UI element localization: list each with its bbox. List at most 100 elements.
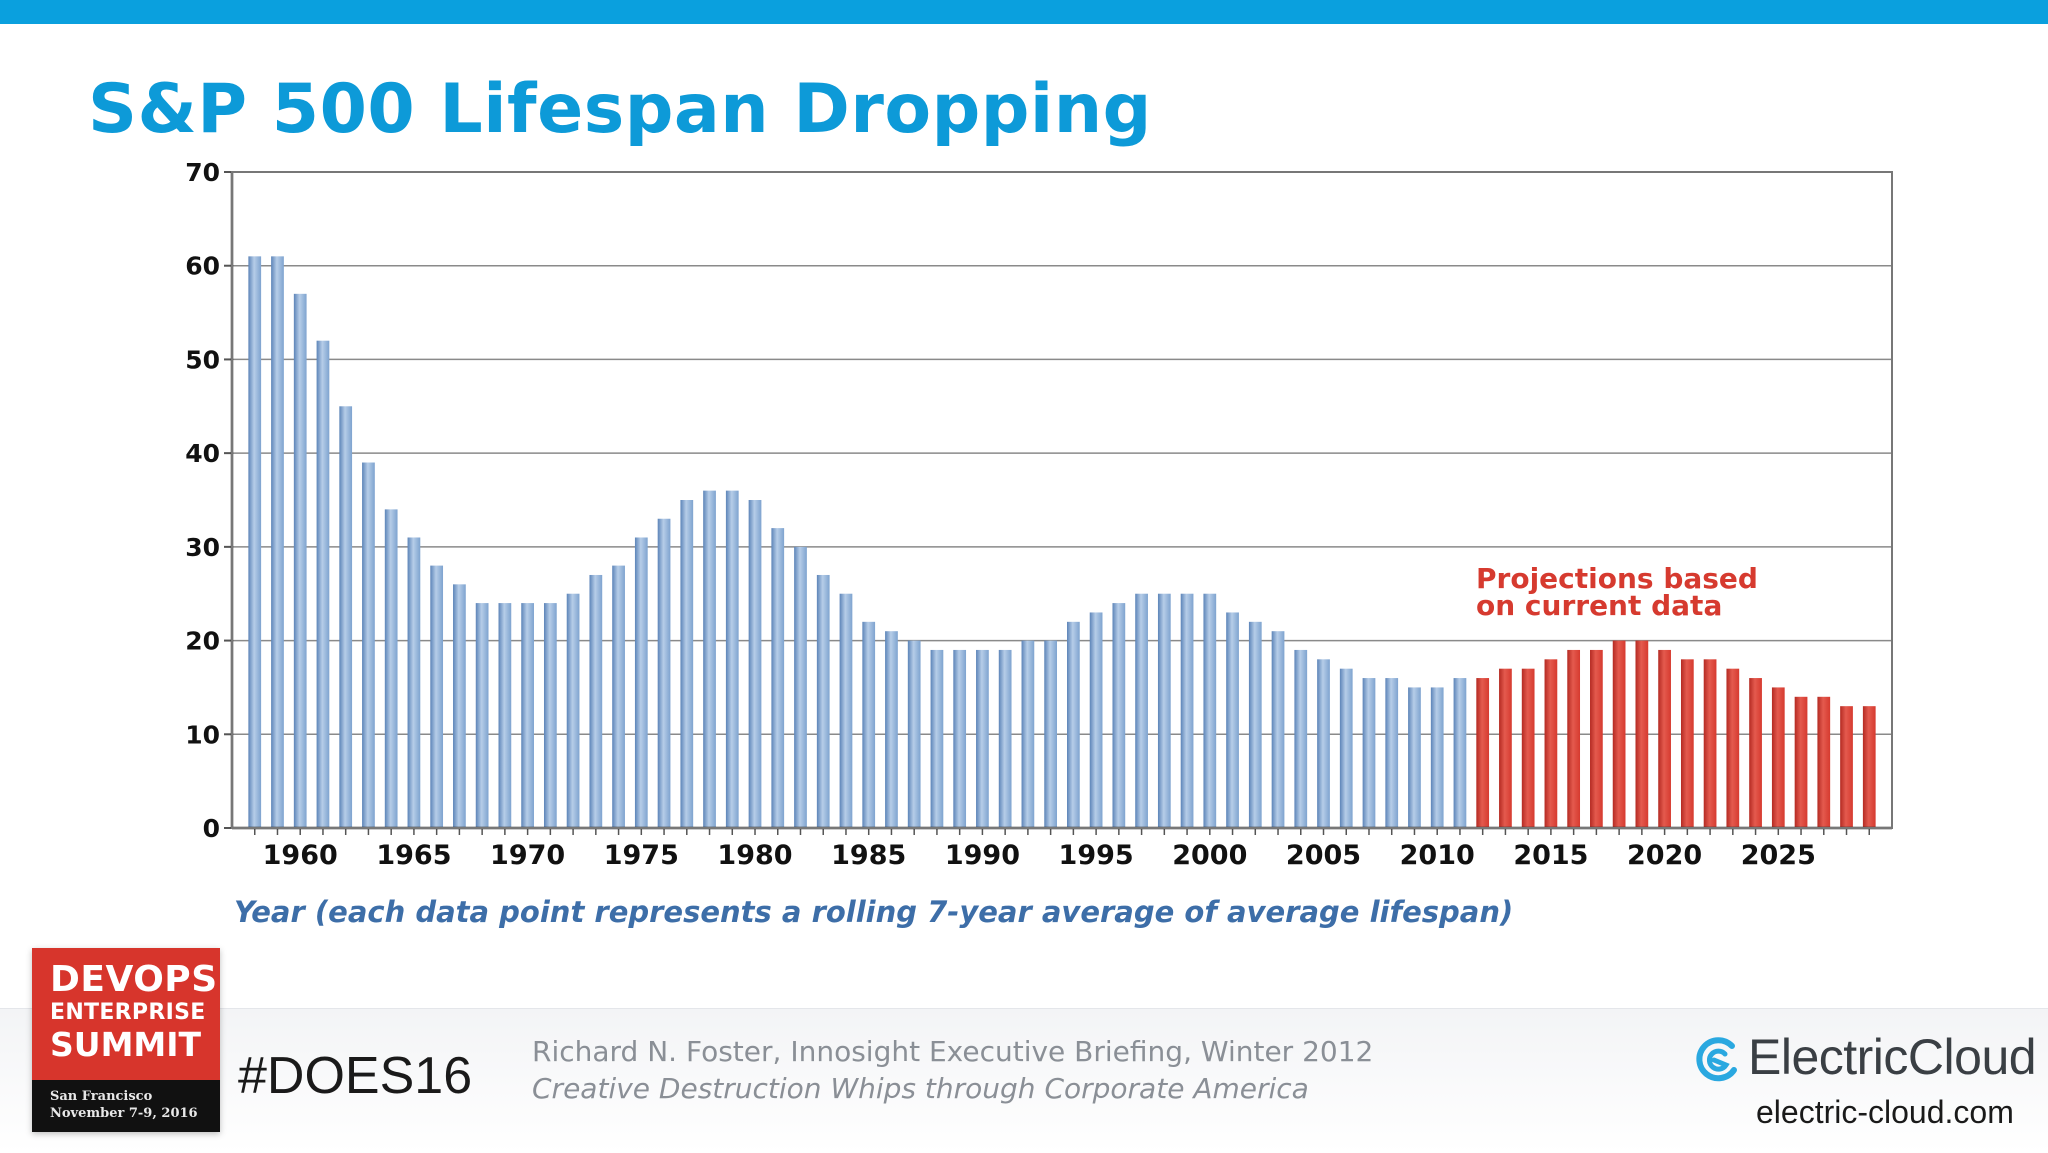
historical-bar: [885, 631, 898, 828]
historical-bar: [1067, 621, 1080, 828]
historical-bar: [1294, 649, 1308, 828]
x-tick-label: 2025: [1741, 840, 1816, 871]
y-tick-label: 70: [185, 158, 220, 187]
historical-bar: [1248, 621, 1262, 828]
projection-bar: [1499, 668, 1512, 828]
historical-bar: [1089, 612, 1103, 828]
x-tick-label: 2010: [1400, 840, 1475, 871]
electric-cloud-icon: [1696, 1037, 1737, 1082]
historical-bar: [862, 621, 876, 828]
historical-bar: [930, 649, 944, 828]
historical-bar: [1180, 593, 1194, 828]
slide-title: S&P 500 Lifespan Dropping: [88, 70, 1152, 149]
projection-bar: [1476, 678, 1490, 828]
historical-bar: [1112, 603, 1126, 828]
projection-bar: [1771, 687, 1785, 828]
projection-bar: [1680, 659, 1694, 828]
y-tick-label: 20: [185, 627, 220, 656]
historical-bar: [543, 603, 557, 828]
historical-bar: [1385, 678, 1399, 828]
y-tick-label: 30: [185, 533, 220, 562]
historical-bar: [453, 584, 466, 828]
logo-line-2: ENTERPRISE: [50, 1000, 206, 1025]
logo-line-1: DEVOPS: [50, 959, 218, 1000]
historical-bar: [1362, 678, 1376, 828]
logo-red-panel: DEVOPS ENTERPRISE SUMMIT: [32, 948, 220, 1080]
historical-bar: [1226, 612, 1239, 828]
historical-bar: [430, 565, 444, 828]
historical-bar: [521, 603, 534, 828]
brand-url: electric-cloud.com: [1756, 1094, 2014, 1130]
top-accent-bar: [0, 0, 2048, 24]
historical-bar: [680, 500, 694, 828]
historical-bar: [657, 518, 671, 828]
x-tick-label: 1965: [376, 840, 451, 871]
historical-bar: [293, 293, 307, 828]
y-tick-label: 60: [185, 252, 220, 281]
x-tick-label: 1975: [604, 840, 679, 871]
historical-bar: [1339, 668, 1353, 828]
historical-bar: [248, 256, 262, 828]
historical-bar: [339, 406, 353, 828]
projection-annotation-line2: on current data: [1476, 589, 1722, 622]
x-axis-title: Year (each data point represents a rolli…: [234, 895, 1513, 929]
projection-bar: [1749, 678, 1762, 828]
historical-bar: [998, 649, 1012, 828]
logo-line-3: SUMMIT: [50, 1025, 202, 1064]
historical-bar: [316, 340, 330, 828]
historical-bar: [271, 256, 284, 828]
historical-bar: [589, 574, 603, 828]
historical-bar: [725, 490, 739, 828]
y-tick-label: 40: [185, 439, 220, 468]
x-tick-label: 2020: [1627, 840, 1702, 871]
logo-dates: November 7-9, 2016: [50, 1106, 198, 1121]
historical-bar: [1021, 640, 1035, 828]
x-tick-label: 1960: [263, 840, 338, 871]
historical-bar: [1044, 640, 1057, 828]
historical-bar: [384, 509, 398, 828]
historical-bar: [794, 546, 807, 828]
x-tick-label: 2000: [1172, 840, 1247, 871]
devops-summit-logo: DEVOPS ENTERPRISE SUMMIT San Francisco N…: [32, 948, 220, 1132]
citation-article-line: Creative Destruction Whips through Corpo…: [532, 1072, 1309, 1105]
historical-bar: [703, 490, 716, 828]
event-hashtag: #DOES16: [238, 1047, 473, 1105]
projection-bar: [1567, 649, 1581, 828]
historical-bar: [1157, 593, 1171, 828]
historical-bar: [816, 574, 830, 828]
historical-bar: [1453, 678, 1467, 828]
lifespan-bar-chart: 0 10 20 30 40 50 60 70 1960 1965 1970 1975 1980 1985 1…: [185, 158, 1893, 929]
historical-bar: [634, 537, 648, 828]
historical-bar: [1408, 687, 1421, 828]
projection-bar: [1840, 706, 1853, 828]
y-tick-label: 0: [203, 814, 220, 843]
historical-bar: [1317, 659, 1330, 828]
projection-bar: [1726, 668, 1740, 828]
historical-bar: [1203, 593, 1217, 828]
historical-bar: [362, 462, 375, 828]
historical-bar: [612, 565, 625, 828]
projection-bar: [1612, 640, 1626, 828]
historical-bar: [907, 640, 921, 828]
projection-bar: [1521, 668, 1535, 828]
x-tick-label: 1995: [1059, 840, 1134, 871]
historical-bar: [1271, 631, 1285, 828]
x-tick-label: 2015: [1513, 840, 1588, 871]
y-tick-label: 50: [185, 345, 220, 374]
x-tick-label: 1980: [717, 840, 792, 871]
projection-bar: [1544, 659, 1558, 828]
x-tick-label: 1985: [831, 840, 906, 871]
x-tick-label: 1970: [490, 840, 565, 871]
citation-author-line: Richard N. Foster, Innosight Executive B…: [532, 1035, 1374, 1068]
projection-bar: [1658, 649, 1671, 828]
logo-event-info: San Francisco November 7-9, 2016: [50, 1088, 198, 1122]
historical-bar: [748, 500, 762, 828]
projection-bar: [1703, 659, 1717, 828]
projection-bar: [1794, 696, 1808, 828]
historical-bar: [498, 603, 512, 828]
brand-name: ElectricCloud: [1748, 1029, 2037, 1085]
source-citation: Richard N. Foster, Innosight Executive B…: [532, 1033, 1373, 1107]
plot-area-frame: [231, 171, 1893, 829]
x-tick-label: 1990: [945, 840, 1020, 871]
footer-band: [0, 1008, 2048, 1153]
